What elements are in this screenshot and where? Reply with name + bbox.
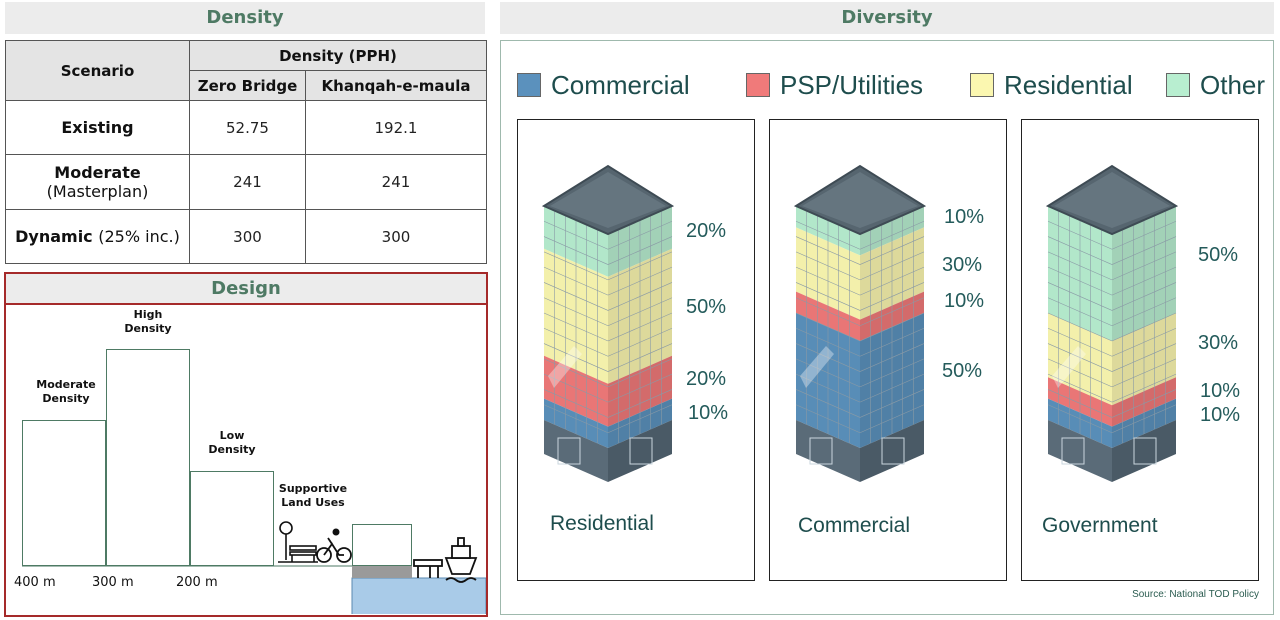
scenario-sub: (25% inc.) [98, 227, 180, 246]
station-block [352, 524, 412, 566]
base-right-face [608, 420, 672, 482]
legend-label: Residential [1004, 69, 1133, 100]
share-label: 50% [686, 296, 727, 318]
value-cell: 300 [305, 209, 487, 264]
water-body [351, 577, 486, 614]
pier-icon [413, 559, 443, 578]
design-title: Design [211, 278, 281, 299]
moderate-density-label: Moderate Density [36, 378, 96, 405]
legend-residential: Residential [970, 67, 1133, 103]
share-label: 10% [1200, 404, 1241, 426]
design-panel: Design Moderate Density High Density Low… [4, 272, 488, 617]
glass-glare [1052, 346, 1086, 388]
value-cell: 241 [189, 154, 306, 210]
density-group-header: Density (PPH) [189, 40, 487, 71]
high-density-label: High Density [124, 308, 172, 335]
building-caption: Commercial [798, 514, 911, 537]
roof-inner [550, 172, 666, 228]
base-left-face [544, 420, 608, 482]
legend-swatch [517, 73, 541, 97]
door-left [557, 437, 581, 465]
diversity-title: Diversity [841, 7, 933, 28]
share-label: 10% [944, 206, 985, 228]
scenario-sub: (Masterplan) [46, 182, 149, 201]
legend-label: Other [1200, 69, 1266, 100]
share-label: 30% [1198, 332, 1239, 354]
share-label: 50% [942, 360, 983, 382]
base-left-face [796, 420, 860, 482]
building-illustration [793, 164, 927, 482]
share-label: 20% [686, 220, 727, 242]
source-note: Source: National TOD Policy [1132, 589, 1259, 600]
legend-commercial: Commercial [517, 67, 690, 103]
distance-label: 400 m [14, 575, 56, 590]
legend-label: Commercial [551, 69, 690, 100]
bicycle-icon [316, 528, 352, 563]
density-title: Density [206, 7, 284, 28]
col-khanqah: Khanqah-e-maula [305, 70, 487, 101]
moderate-density-block [22, 420, 106, 566]
distance-label: 200 m [176, 575, 218, 590]
roof-inner [1054, 172, 1170, 228]
door-left [809, 437, 833, 465]
share-label: 10% [1200, 380, 1241, 402]
glass-glare [800, 346, 834, 388]
value-cell: 192.1 [305, 100, 487, 155]
door-right [881, 437, 905, 465]
legend-swatch [1166, 73, 1190, 97]
low-density-label: Low Density [208, 429, 256, 456]
value-cell: 241 [305, 154, 487, 210]
share-label: 20% [686, 368, 727, 390]
legend-swatch [746, 73, 770, 97]
density-header: Density [5, 2, 485, 34]
legend-psp: PSP/Utilities [746, 67, 923, 103]
door-right [629, 437, 653, 465]
building-caption: Residential [550, 512, 654, 535]
table-row: Existing 52.75 192.1 [5, 100, 487, 155]
high-density-block [106, 349, 190, 566]
building-card-commercial: 10% 30% 10% 50% Commercial [769, 119, 1007, 581]
value-cell: 300 [189, 209, 306, 264]
share-label: 30% [942, 254, 983, 276]
share-label: 10% [688, 402, 729, 424]
building-caption: Government [1042, 514, 1158, 537]
scenario-name: Dynamic [15, 227, 93, 246]
table-row: Moderate (Masterplan) 241 241 [5, 154, 487, 210]
share-label: 50% [1198, 244, 1239, 266]
scenario-header: Scenario [5, 40, 190, 101]
design-ground-svg [22, 521, 486, 614]
roof-inner [802, 172, 918, 228]
value-cell: 52.75 [189, 100, 306, 155]
density-table: Scenario Density (PPH) Zero Bridge Khanq… [5, 40, 487, 264]
base-right-face [860, 420, 924, 482]
distance-label: 300 m [92, 575, 134, 590]
legend-swatch [970, 73, 994, 97]
design-header: Design [6, 274, 486, 305]
col-zero-bridge: Zero Bridge [189, 70, 306, 101]
door-right [1133, 437, 1157, 465]
door-left [1061, 437, 1085, 465]
building-illustration [1045, 164, 1179, 482]
base-left-face [1048, 420, 1112, 482]
base-right-face [1112, 420, 1176, 482]
building-card-government: 50% 30% 10% 10% Government [1021, 119, 1259, 581]
table-row: Dynamic (25% inc.) 300 300 [5, 209, 487, 264]
glass-glare [548, 346, 582, 388]
legend-other: Other [1166, 67, 1265, 103]
supportive-land-uses-label: Supportive Land Uses [278, 482, 348, 509]
scenario-name: Moderate [54, 163, 141, 182]
diversity-header: Diversity [500, 2, 1274, 34]
scenario-name: Existing [61, 118, 134, 137]
building-card-residential: 20% 50% 20% 10% Residential [517, 119, 755, 581]
bridge-deck [352, 566, 412, 578]
share-label: 10% [944, 290, 985, 312]
diversity-panel: Commercial PSP/Utilities Residential Oth… [500, 40, 1274, 615]
legend-label: PSP/Utilities [780, 69, 924, 100]
park-bench-icon [278, 521, 318, 563]
boat-icon [444, 537, 478, 583]
building-illustration [541, 164, 675, 482]
